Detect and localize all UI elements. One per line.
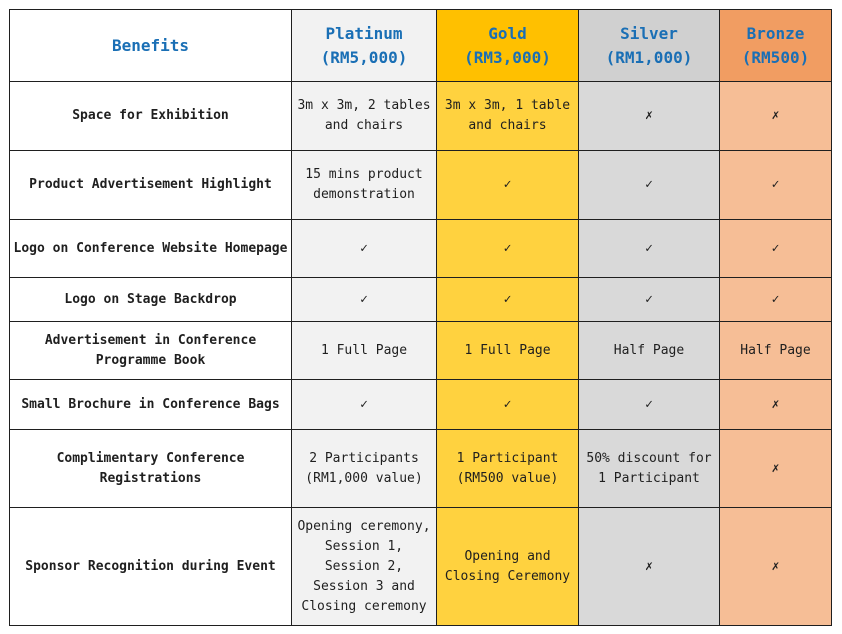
sponsorship-benefits-table: Benefits Platinum (RM5,000) Gold (RM3,00… — [9, 9, 832, 626]
check-icon: ✓ — [578, 277, 720, 322]
cell-silver: 50% discount for 1 Participant — [578, 429, 720, 508]
cell-platinum: 2 Participants (RM1,000 value) — [291, 429, 437, 508]
cross-icon: ✗ — [578, 81, 720, 151]
table-row: Complimentary Conference Registrations 2… — [9, 429, 832, 508]
header-bronze: Bronze (RM500) — [719, 9, 832, 82]
table-row: Product Advertisement Highlight 15 mins … — [9, 150, 832, 220]
check-icon: ✓ — [291, 219, 437, 278]
cross-icon: ✗ — [719, 429, 832, 508]
cross-icon: ✗ — [719, 379, 832, 430]
table-row: Logo on Stage Backdrop ✓ ✓ ✓ ✓ — [9, 277, 832, 322]
tier-name-platinum: Platinum — [325, 23, 403, 43]
tier-price-gold: (RM3,000) — [464, 47, 551, 67]
cell-gold: Opening and Closing Ceremony — [436, 507, 579, 626]
table-row: Space for Exhibition 3m x 3m, 2 tables a… — [9, 81, 832, 151]
benefit-logo-backdrop: Logo on Stage Backdrop — [9, 277, 292, 322]
cross-icon: ✗ — [719, 81, 832, 151]
cell-gold: 1 Participant (RM500 value) — [436, 429, 579, 508]
table-row: Logo on Conference Website Homepage ✓ ✓ … — [9, 219, 832, 278]
table-row: Sponsor Recognition during Event Opening… — [9, 507, 832, 626]
tier-name-gold: Gold — [488, 23, 527, 43]
check-icon: ✓ — [719, 219, 832, 278]
header-row: Benefits Platinum (RM5,000) Gold (RM3,00… — [9, 9, 832, 82]
tier-price-silver: (RM1,000) — [605, 47, 693, 67]
check-icon: ✓ — [436, 277, 579, 322]
check-icon: ✓ — [719, 150, 832, 220]
check-icon: ✓ — [291, 379, 437, 430]
cell-platinum: Opening ceremony, Session 1, Session 2, … — [291, 507, 437, 626]
benefit-logo-website: Logo on Conference Website Homepage — [9, 219, 292, 278]
cell-bronze: Half Page — [719, 321, 832, 380]
cell-gold: 3m x 3m, 1 table and chairs — [436, 81, 579, 151]
benefit-recognition: Sponsor Recognition during Event — [9, 507, 292, 626]
cell-platinum: 15 mins product demonstration — [291, 150, 437, 220]
header-platinum: Platinum (RM5,000) — [291, 9, 437, 82]
check-icon: ✓ — [578, 150, 720, 220]
tier-price-bronze: (RM500) — [741, 47, 810, 67]
check-icon: ✓ — [436, 219, 579, 278]
table-row: Advertisement in Conference Programme Bo… — [9, 321, 832, 380]
check-icon: ✓ — [436, 150, 579, 220]
cross-icon: ✗ — [578, 507, 720, 626]
header-gold: Gold (RM3,000) — [436, 9, 579, 82]
cell-silver: Half Page — [578, 321, 720, 380]
table-row: Small Brochure in Conference Bags ✓ ✓ ✓ … — [9, 379, 832, 430]
check-icon: ✓ — [578, 379, 720, 430]
benefit-space-for-exhibition: Space for Exhibition — [9, 81, 292, 151]
header-silver: Silver (RM1,000) — [578, 9, 720, 82]
tier-price-platinum: (RM5,000) — [320, 47, 408, 67]
header-benefits: Benefits — [9, 9, 292, 82]
check-icon: ✓ — [291, 277, 437, 322]
check-icon: ✓ — [436, 379, 579, 430]
benefit-registrations: Complimentary Conference Registrations — [9, 429, 292, 508]
cell-platinum: 1 Full Page — [291, 321, 437, 380]
cell-gold: 1 Full Page — [436, 321, 579, 380]
benefit-product-advertisement: Product Advertisement Highlight — [9, 150, 292, 220]
benefit-brochure: Small Brochure in Conference Bags — [9, 379, 292, 430]
check-icon: ✓ — [578, 219, 720, 278]
cell-platinum: 3m x 3m, 2 tables and chairs — [291, 81, 437, 151]
cross-icon: ✗ — [719, 507, 832, 626]
check-icon: ✓ — [719, 277, 832, 322]
tier-name-bronze: Bronze — [746, 23, 805, 43]
tier-name-silver: Silver — [620, 23, 678, 43]
benefit-programme-book: Advertisement in Conference Programme Bo… — [9, 321, 292, 380]
